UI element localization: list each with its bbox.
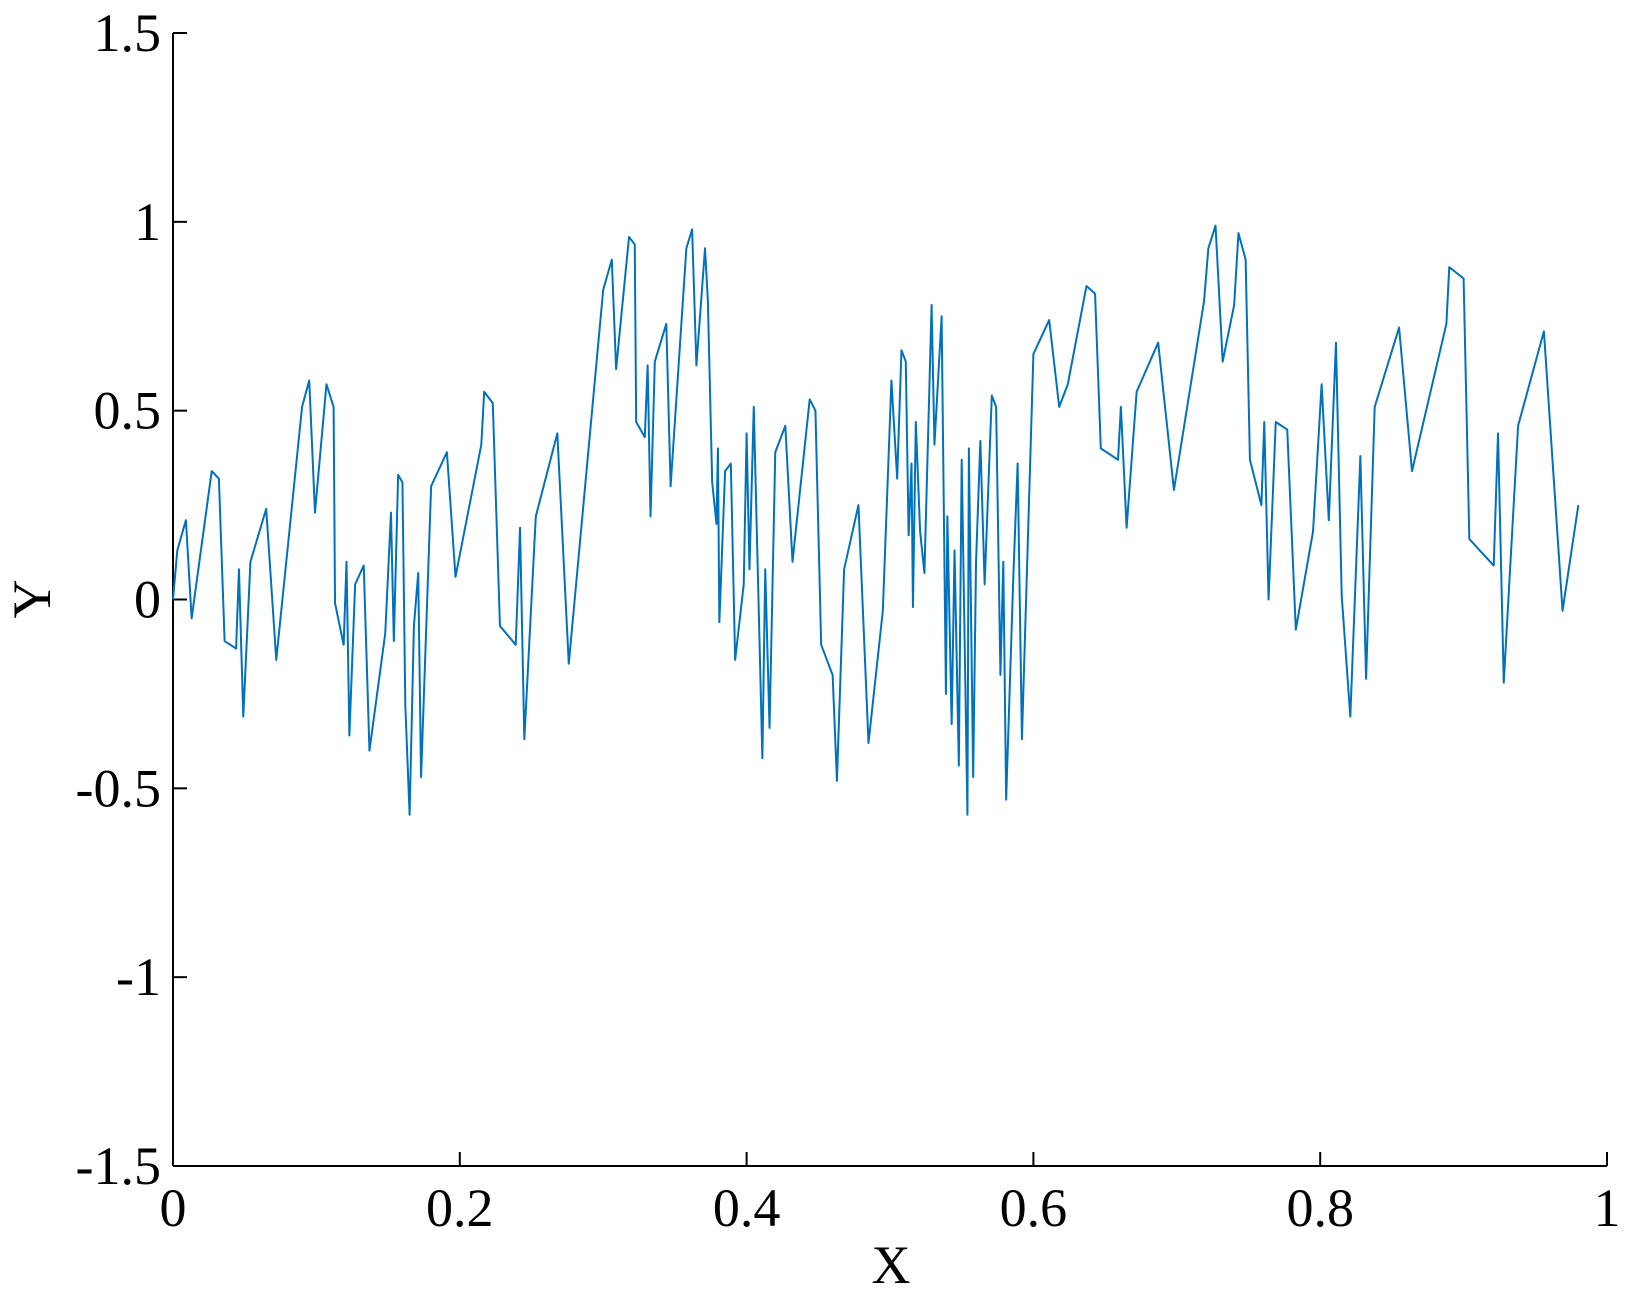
data-line xyxy=(172,224,1580,816)
y-tick-label: -1 xyxy=(116,947,161,1007)
x-tick-label: 0.2 xyxy=(426,1178,494,1238)
y-tick-label: -0.5 xyxy=(76,758,161,818)
x-axis-label: X xyxy=(872,1235,911,1295)
x-tick-label: 0 xyxy=(160,1178,187,1238)
y-axis-label: Y xyxy=(2,580,62,619)
y-tick-label: 0.5 xyxy=(94,381,162,441)
x-tick-label: 1 xyxy=(1594,1178,1621,1238)
y-tick-label: 1 xyxy=(134,192,161,252)
x-tick-label: 0.8 xyxy=(1286,1178,1354,1238)
y-tick-label: 1.5 xyxy=(94,3,162,63)
y-tick-label: -1.5 xyxy=(76,1136,161,1196)
x-tick-label: 0.4 xyxy=(713,1178,781,1238)
x-tick-label: 0.6 xyxy=(1000,1178,1068,1238)
y-tick-label: 0 xyxy=(134,570,161,630)
